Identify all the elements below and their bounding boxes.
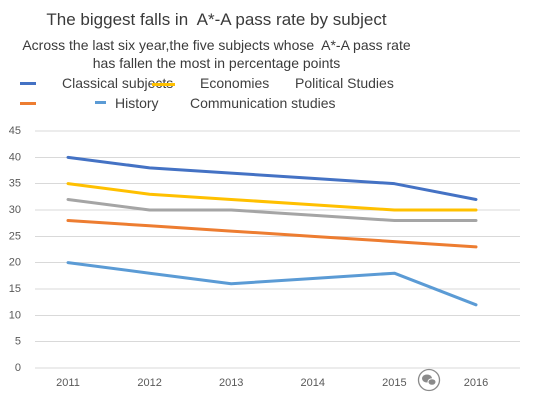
x-tick-label: 2016	[464, 377, 488, 389]
legend-swatch-history	[20, 102, 36, 105]
data-point	[474, 302, 479, 307]
legend-swatch-classical-subjects	[20, 82, 36, 85]
data-point	[310, 176, 315, 181]
data-point	[66, 155, 71, 160]
y-tick-label: 5	[15, 336, 21, 348]
y-tick-label: 20	[9, 257, 21, 269]
legend-swatch-economies	[152, 83, 175, 86]
legend-swatch-communication-studies	[95, 101, 106, 104]
series-line-political-studies	[66, 197, 478, 223]
wechat-icon	[417, 368, 441, 392]
x-tick-label: 2014	[301, 377, 325, 389]
y-tick-label: 0	[15, 362, 21, 374]
y-axis: 0 5 10 15 20 25 30 35 40 45	[9, 125, 21, 374]
data-point	[66, 260, 71, 265]
data-point	[147, 223, 152, 228]
data-point	[310, 276, 315, 281]
y-tick-label: 45	[9, 125, 21, 137]
data-point	[229, 281, 234, 286]
data-point	[147, 271, 152, 276]
data-point	[66, 197, 71, 202]
legend-label-political-studies: Political Studies	[295, 75, 394, 91]
data-point	[147, 192, 152, 197]
x-tick-label: 2011	[56, 377, 80, 389]
data-point	[392, 181, 397, 186]
series-line-classical-subjects	[66, 155, 478, 201]
series-line-communication-studies	[66, 261, 478, 307]
data-point	[229, 229, 234, 234]
legend-label-economies: Economies	[200, 75, 270, 91]
data-point	[392, 239, 397, 244]
data-point	[474, 244, 479, 249]
data-point	[392, 218, 397, 223]
y-tick-label: 30	[9, 204, 21, 216]
data-point	[66, 218, 71, 223]
legend-label-classical-subjects: Classical subjects	[62, 75, 174, 91]
chart-subtitle: Across the last six year,the five subjec…	[22, 37, 411, 71]
legend-label-history: History	[115, 95, 159, 111]
y-tick-label: 15	[9, 283, 21, 295]
data-point	[310, 234, 315, 239]
x-tick-label: 2012	[137, 377, 161, 389]
series-line-economies	[66, 182, 478, 212]
x-tick-label: 2015	[382, 377, 406, 389]
data-point	[147, 208, 152, 213]
legend-label-communication-studies: Communication studies	[190, 95, 336, 111]
series-lines	[66, 155, 479, 307]
data-point	[66, 181, 71, 186]
x-axis: 2011 2012 2013 2014 2015 2016	[56, 377, 488, 389]
y-tick-label: 40	[9, 151, 21, 163]
data-point	[392, 208, 397, 213]
data-point	[310, 202, 315, 207]
y-tick-label: 35	[9, 178, 21, 190]
data-point	[229, 197, 234, 202]
y-tick-label: 25	[9, 230, 21, 242]
data-point	[229, 171, 234, 176]
data-point	[474, 197, 479, 202]
chart-title: The biggest falls in A*-A pass rate by s…	[46, 10, 387, 29]
x-tick-label: 2013	[219, 377, 243, 389]
watermark	[417, 368, 441, 392]
data-point	[474, 218, 479, 223]
data-point	[147, 165, 152, 170]
y-tick-label: 10	[9, 309, 21, 321]
data-point	[229, 208, 234, 213]
data-point	[474, 208, 479, 213]
data-point	[392, 271, 397, 276]
data-point	[310, 213, 315, 218]
series-line-history	[66, 219, 478, 249]
gridlines	[35, 130, 520, 369]
